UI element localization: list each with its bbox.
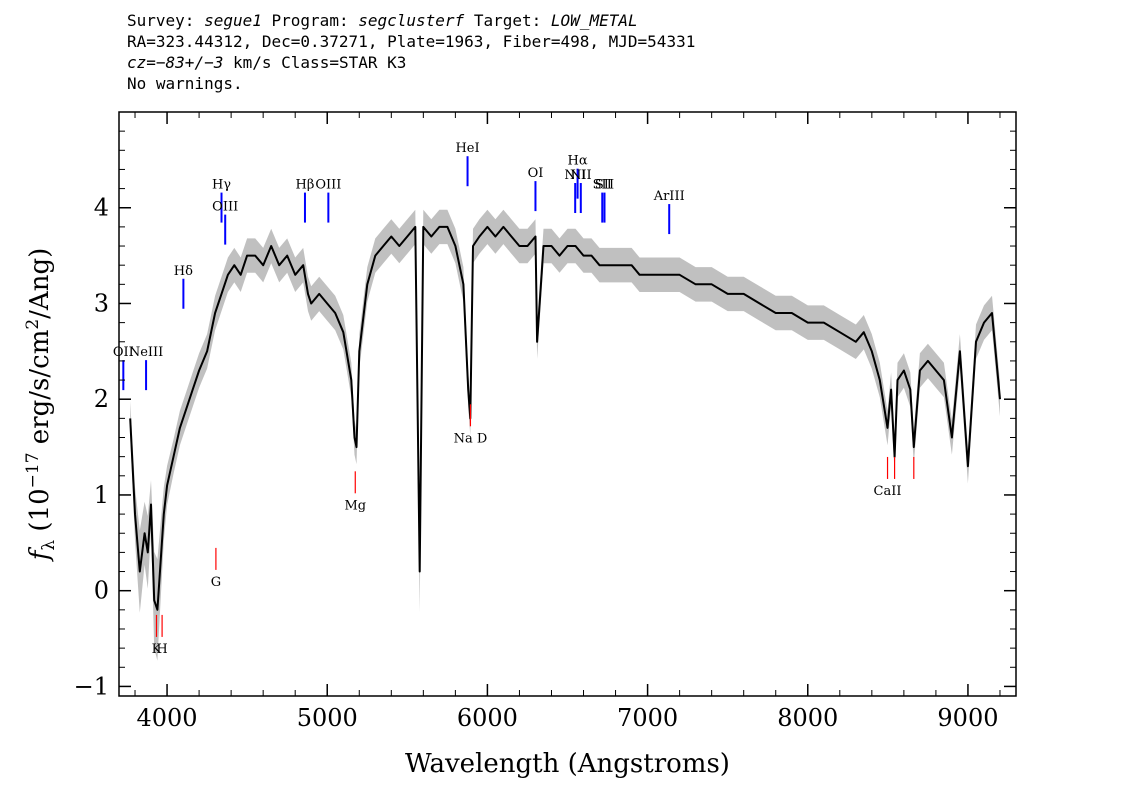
emission-line-label: HeI bbox=[455, 141, 479, 156]
flux-layer bbox=[129, 225, 1001, 611]
header-line-4: No warnings. bbox=[127, 74, 243, 93]
spectrum-header: Survey: segue1 Program: segclusterf Targ… bbox=[127, 10, 695, 94]
y-tick-label: 3 bbox=[94, 289, 109, 317]
x-tick-label: 9000 bbox=[937, 704, 998, 732]
y-tick-label: 4 bbox=[94, 194, 109, 222]
emission-line-label: OII bbox=[113, 345, 134, 360]
absorption-line-label: Mg bbox=[344, 498, 366, 513]
cz-label: cz= bbox=[127, 53, 156, 72]
tick-layer: 4000 5000 6000 7000 8000 9000 −1 0 1 2 3 4 bbox=[74, 112, 1016, 732]
class-text: Class=STAR K3 bbox=[281, 53, 407, 72]
absorption-line-label: Na D bbox=[454, 431, 488, 446]
y-axis-title-part: (10 bbox=[25, 488, 55, 540]
emission-line-label: SII bbox=[595, 178, 614, 193]
survey-value: segue1 bbox=[204, 11, 262, 30]
emission-line-label: SII bbox=[593, 178, 612, 193]
survey-label: Survey: bbox=[127, 11, 195, 30]
flux-line bbox=[129, 225, 1001, 611]
error-band bbox=[130, 209, 1000, 661]
y-tick-label: 1 bbox=[94, 481, 109, 509]
emission-line-label: Hγ bbox=[212, 178, 231, 193]
emission-line-label: NeIII bbox=[129, 345, 163, 360]
emission-line-label: Hδ bbox=[174, 264, 193, 279]
program-value: segclusterf bbox=[358, 11, 465, 30]
error-band-layer bbox=[130, 209, 1000, 661]
y-axis-title: fλ (10−17 erg/s/cm2/Ang) bbox=[23, 248, 59, 563]
emission-line-label: NII bbox=[564, 168, 586, 183]
y-axis-title-part: 2 bbox=[23, 319, 43, 330]
x-tick-label: 5000 bbox=[297, 704, 358, 732]
cz-value: −83+/−3 bbox=[155, 53, 224, 72]
header-line-1: Survey: segue1 Program: segclusterf Targ… bbox=[127, 10, 695, 31]
target-value: LOW_METAL bbox=[550, 11, 638, 30]
emission-line-label: NII bbox=[570, 168, 592, 183]
target-label: Target: bbox=[473, 11, 542, 30]
emission-line-label: OIII bbox=[315, 178, 341, 193]
y-tick-label: 2 bbox=[94, 385, 109, 413]
y-tick-label: 0 bbox=[94, 577, 109, 605]
x-tick-label: 7000 bbox=[617, 704, 678, 732]
absorption-line-label: G bbox=[211, 575, 221, 590]
x-tick-label: 6000 bbox=[457, 704, 518, 732]
cz-unit: km/s bbox=[232, 53, 272, 72]
emission-line-label: Hα bbox=[568, 154, 588, 169]
absorption-line-label: H bbox=[156, 642, 167, 657]
absorption-line-label: K bbox=[152, 642, 162, 657]
absorption-line-label: CaII bbox=[874, 484, 902, 499]
x-tick-label: 4000 bbox=[137, 704, 198, 732]
x-tick-label: 8000 bbox=[777, 704, 838, 732]
plot-frame bbox=[118, 111, 1017, 697]
y-axis-title-part: −17 bbox=[23, 452, 43, 488]
emission-line-label: Hβ bbox=[296, 178, 315, 193]
emission-line-label: ArIII bbox=[653, 189, 685, 204]
y-tick-label: −1 bbox=[74, 672, 109, 700]
emission-line-label: OI bbox=[528, 166, 544, 181]
x-axis-title: Wavelength (Angstroms) bbox=[405, 749, 730, 779]
y-axis-title-part: λ bbox=[39, 540, 59, 551]
program-label: Program: bbox=[271, 11, 349, 30]
header-line-2: RA=323.44312, Dec=0.37271, Plate=1963, F… bbox=[127, 32, 696, 51]
y-axis-title-part: /Ang) bbox=[25, 248, 55, 319]
header-line-3: cz=−83+/−3 km/s Class=STAR K3 bbox=[127, 52, 695, 73]
y-axis-title-part: erg/s/cm bbox=[25, 330, 55, 453]
emission-line-label: OIII bbox=[212, 200, 238, 215]
